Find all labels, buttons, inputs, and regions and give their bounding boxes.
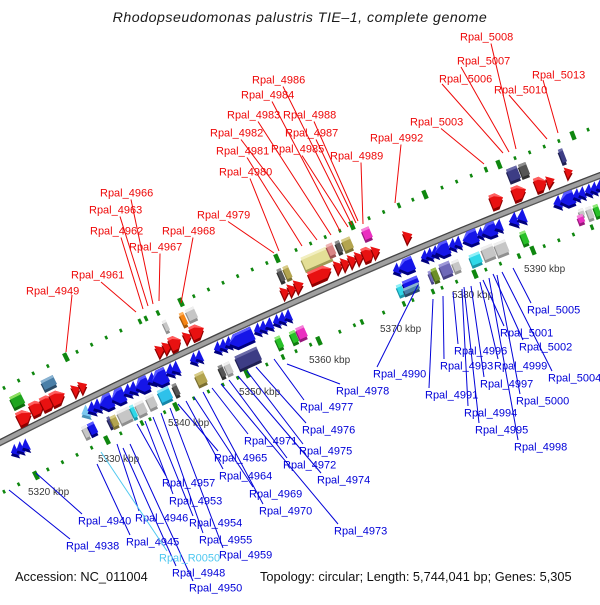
svg-text:Rpal_4946: Rpal_4946 [135,513,188,525]
svg-text:Rpal_4979: Rpal_4979 [197,210,250,222]
svg-text:Rpal_4998: Rpal_4998 [514,442,567,454]
svg-text:Rpal_R0050: Rpal_R0050 [159,553,220,565]
svg-text:5390 kbp: 5390 kbp [524,264,566,275]
svg-text:5320 kbp: 5320 kbp [28,487,70,498]
svg-text:Rpal_4976: Rpal_4976 [302,425,355,437]
svg-text:Accession: NC_011004: Accession: NC_011004 [15,569,148,584]
svg-text:Rpal_5004: Rpal_5004 [548,373,600,385]
svg-text:Rpal_4978: Rpal_4978 [336,386,389,398]
svg-text:Rpal_4972: Rpal_4972 [283,460,336,472]
svg-text:Rpal_4973: Rpal_4973 [334,526,387,538]
svg-text:Rpal_5006: Rpal_5006 [439,74,492,86]
svg-text:Rpal_4959: Rpal_4959 [219,550,272,562]
svg-text:Rpal_4983: Rpal_4983 [227,110,280,122]
svg-text:Rpal_4985: Rpal_4985 [271,144,324,156]
svg-text:Rpal_4987: Rpal_4987 [285,128,338,140]
svg-text:Rpal_4990: Rpal_4990 [373,369,426,381]
svg-text:Rpal_4995: Rpal_4995 [475,425,528,437]
svg-text:Rpal_5002: Rpal_5002 [519,342,572,354]
svg-text:Rpal_4994: Rpal_4994 [464,408,517,420]
svg-text:Rpal_4980: Rpal_4980 [219,167,272,179]
svg-text:5360 kbp: 5360 kbp [309,355,351,366]
svg-text:Rpal_4988: Rpal_4988 [283,110,336,122]
svg-text:Rpal_4977: Rpal_4977 [300,402,353,414]
svg-text:Rpal_4955: Rpal_4955 [199,535,252,547]
svg-text:Rpal_4967: Rpal_4967 [129,242,182,254]
svg-text:Rpal_5013: Rpal_5013 [532,70,585,82]
svg-text:Rpal_4982: Rpal_4982 [210,128,263,140]
svg-text:Rpal_4974: Rpal_4974 [317,475,370,487]
svg-text:Rpal_4970: Rpal_4970 [259,506,312,518]
svg-text:Rpal_4986: Rpal_4986 [252,75,305,87]
svg-text:Rpal_4949: Rpal_4949 [26,286,79,298]
svg-text:Rpal_5003: Rpal_5003 [410,117,463,129]
svg-text:Rpal_4989: Rpal_4989 [330,151,383,163]
svg-text:5340 kbp: 5340 kbp [168,418,210,429]
svg-text:Rpal_4940: Rpal_4940 [78,516,131,528]
svg-text:Rpal_4981: Rpal_4981 [216,146,269,158]
svg-text:Rpal_5005: Rpal_5005 [527,305,580,317]
svg-text:Rpal_4966: Rpal_4966 [100,188,153,200]
svg-text:Rpal_5007: Rpal_5007 [457,56,510,68]
svg-text:Rpal_5000: Rpal_5000 [516,396,569,408]
svg-text:5370 kbp: 5370 kbp [380,324,422,335]
svg-text:Topology: circular; Length: 5,: Topology: circular; Length: 5,744,041 bp… [260,569,572,584]
svg-text:Rpal_4997: Rpal_4997 [480,379,533,391]
svg-text:Rpal_4962: Rpal_4962 [90,226,143,238]
svg-text:Rpal_4971: Rpal_4971 [244,436,297,448]
svg-text:Rpal_4984: Rpal_4984 [241,90,294,102]
svg-text:Rpal_5001: Rpal_5001 [500,328,553,340]
svg-text:Rpal_5008: Rpal_5008 [460,32,513,44]
svg-text:Rpal_4938: Rpal_4938 [66,541,119,553]
svg-text:Rpal_4954: Rpal_4954 [189,518,242,530]
svg-text:Rpal_4969: Rpal_4969 [249,489,302,501]
svg-text:Rpal_4965: Rpal_4965 [214,453,267,465]
svg-text:Rpal_4993: Rpal_4993 [440,361,493,373]
svg-text:Rhodopseudomonas palustris TIE: Rhodopseudomonas palustris TIE–1, comple… [113,10,488,26]
svg-text:Rpal_4961: Rpal_4961 [71,270,124,282]
svg-text:Rpal_4945: Rpal_4945 [126,537,179,549]
svg-text:5330 kbp: 5330 kbp [98,454,140,465]
svg-text:Rpal_4968: Rpal_4968 [162,226,215,238]
svg-text:Rpal_4950: Rpal_4950 [189,583,242,595]
svg-text:Rpal_4963: Rpal_4963 [89,205,142,217]
svg-text:Rpal_4948: Rpal_4948 [172,568,225,580]
svg-text:5350 kbp: 5350 kbp [239,387,281,398]
svg-text:Rpal_4953: Rpal_4953 [169,496,222,508]
svg-text:Rpal_4992: Rpal_4992 [370,133,423,145]
svg-text:Rpal_4975: Rpal_4975 [299,446,352,458]
svg-text:Rpal_5010: Rpal_5010 [494,85,547,97]
svg-text:Rpal_4999: Rpal_4999 [494,361,547,373]
svg-text:Rpal_4957: Rpal_4957 [162,478,215,490]
svg-text:Rpal_4991: Rpal_4991 [425,390,478,402]
